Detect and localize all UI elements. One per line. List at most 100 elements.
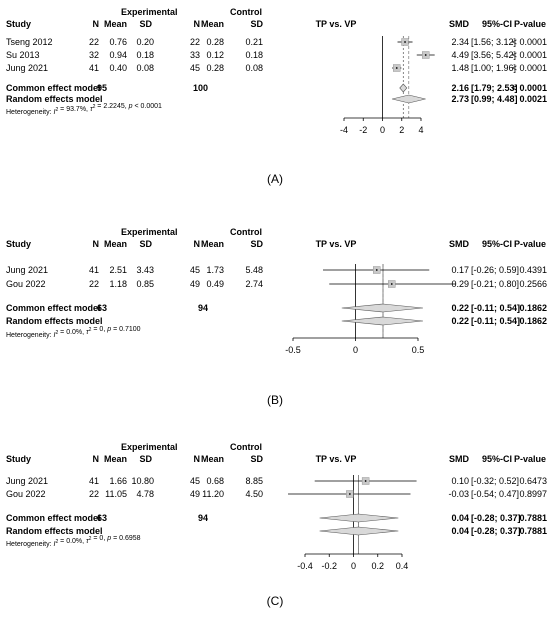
control-sd: 0.18	[245, 50, 263, 60]
common-ci: [-0.11; 0.54]	[471, 303, 520, 313]
experimental-sd: 0.85	[136, 279, 154, 289]
random-model-label: Random effects model	[6, 526, 103, 536]
study-name: Su 2013	[6, 50, 40, 60]
study-column-header: Study	[6, 454, 31, 464]
control-sd: 8.85	[245, 476, 263, 486]
x-tick-label: 4	[418, 125, 423, 135]
random-smd: 2.73	[451, 94, 469, 104]
experimental-n: 41	[89, 265, 99, 275]
experimental-n: 41	[89, 476, 99, 486]
heterogeneity-superscript: 2	[93, 104, 96, 110]
control-sd: 0.21	[245, 37, 263, 47]
x-tick-label: -0.2	[321, 561, 337, 571]
study-p-value: 0.2566	[519, 279, 547, 289]
study-p-value: 0.4391	[519, 265, 547, 275]
heterogeneity-part: I	[53, 541, 55, 548]
random-smd: 0.04	[451, 526, 469, 536]
heterogeneity-part: Heterogeneity:	[6, 109, 53, 116]
random-ci: [-0.11; 0.54]	[471, 316, 520, 326]
experimental-mean: 1.18	[109, 279, 127, 289]
p-column-header: P-value	[514, 19, 546, 29]
experimental-sd: 10.80	[131, 476, 154, 486]
common-model-label: Common effect model	[6, 83, 101, 93]
p-column-header: P-value	[514, 454, 546, 464]
random-effect-diamond	[341, 316, 424, 326]
random-model-label: Random effects model	[6, 316, 103, 326]
ci-column-header: 95%-CI	[482, 19, 512, 29]
experimental-mean: 0.76	[109, 37, 127, 47]
study-ci: [-0.21; 0.80]	[471, 279, 519, 289]
panel-label: (B)	[267, 393, 283, 407]
heterogeneity-part: = 0.6958	[111, 535, 140, 542]
heterogeneity-text: Heterogeneity: I2 = 93.7%, τ2 = 2.2245, …	[6, 103, 162, 116]
study-point-estimate	[404, 41, 406, 43]
common-effect-diamond	[399, 83, 408, 93]
experimental-sd: 0.08	[136, 63, 154, 73]
control-mean: 0.12	[206, 50, 224, 60]
mean-column-header: Mean	[201, 19, 224, 29]
study-point-estimate	[364, 480, 367, 482]
control-sd: 0.08	[245, 63, 263, 73]
study-point-estimate	[395, 67, 398, 69]
experimental-header: Experimental	[121, 7, 178, 17]
control-mean: 0.49	[206, 279, 224, 289]
x-tick-label: 0	[351, 561, 356, 571]
common-p-value: 0.7881	[519, 513, 547, 523]
heterogeneity-text: Heterogeneity: I2 = 0.0%, τ2 = 0, p = 0.…	[6, 535, 141, 548]
mean-column-header: Mean	[104, 454, 127, 464]
heterogeneity-part: = 0,	[91, 535, 107, 542]
study-column-header: Study	[6, 239, 31, 249]
experimental-sd: 3.43	[136, 265, 154, 275]
n-column-header: N	[93, 239, 100, 249]
n-column-header: N	[93, 454, 100, 464]
common-model-label: Common effect model	[6, 303, 101, 313]
study-name: Gou 2022	[6, 489, 46, 499]
common-smd: 0.22	[451, 303, 469, 313]
study-name: Tseng 2012	[6, 37, 53, 47]
common-effect-diamond	[341, 303, 424, 313]
sd-column-header: SD	[250, 239, 263, 249]
study-name: Jung 2021	[6, 476, 48, 486]
common-control-n: 94	[198, 303, 208, 313]
heterogeneity-part: = 0.0%,	[58, 329, 86, 336]
control-n: 45	[190, 476, 200, 486]
study-smd: 0.17	[451, 265, 469, 275]
mean-column-header: Mean	[201, 239, 224, 249]
experimental-header: Experimental	[121, 227, 178, 237]
heterogeneity-part: p	[106, 326, 111, 333]
plot-title: TP vs. VP	[316, 19, 357, 29]
sd-column-header: SD	[139, 19, 152, 29]
common-control-n: 100	[193, 83, 208, 93]
random-smd: 0.22	[451, 316, 469, 326]
random-p-value: 0.7881	[519, 526, 547, 536]
study-point-estimate	[348, 493, 351, 495]
ci-column-header: 95%-CI	[482, 239, 512, 249]
study-ci: [3.56; 5.42]	[471, 50, 516, 60]
heterogeneity-part: < 0.0001	[133, 103, 162, 110]
n-column-header: N	[194, 19, 201, 29]
heterogeneity-superscript: 2	[55, 330, 58, 336]
study-point-estimate	[424, 54, 427, 56]
heterogeneity-part: τ	[90, 106, 93, 113]
heterogeneity-text: Heterogeneity: I2 = 0.0%, τ2 = 0, p = 0.…	[6, 326, 141, 339]
x-tick-label: -2	[359, 125, 367, 135]
study-smd: -0.03	[448, 489, 469, 499]
common-experimental-n: 63	[97, 513, 107, 523]
panel-label: (A)	[267, 172, 283, 186]
random-effect-diamond	[319, 526, 399, 536]
x-tick-label: 0	[380, 125, 385, 135]
random-p-value: 0.0021	[519, 94, 547, 104]
p-column-header: P-value	[514, 239, 546, 249]
random-p-value: 0.1862	[519, 316, 547, 326]
study-point-estimate	[375, 269, 378, 271]
mean-column-header: Mean	[201, 454, 224, 464]
common-model-label: Common effect model	[6, 513, 101, 523]
ci-column-header: 95%-CI	[482, 454, 512, 464]
control-mean: 0.68	[206, 476, 224, 486]
heterogeneity-superscript: 2	[89, 327, 92, 333]
heterogeneity-part: = 0.0%,	[58, 538, 86, 545]
sd-column-header: SD	[250, 19, 263, 29]
experimental-header: Experimental	[121, 442, 178, 452]
common-smd: 0.04	[451, 513, 469, 523]
